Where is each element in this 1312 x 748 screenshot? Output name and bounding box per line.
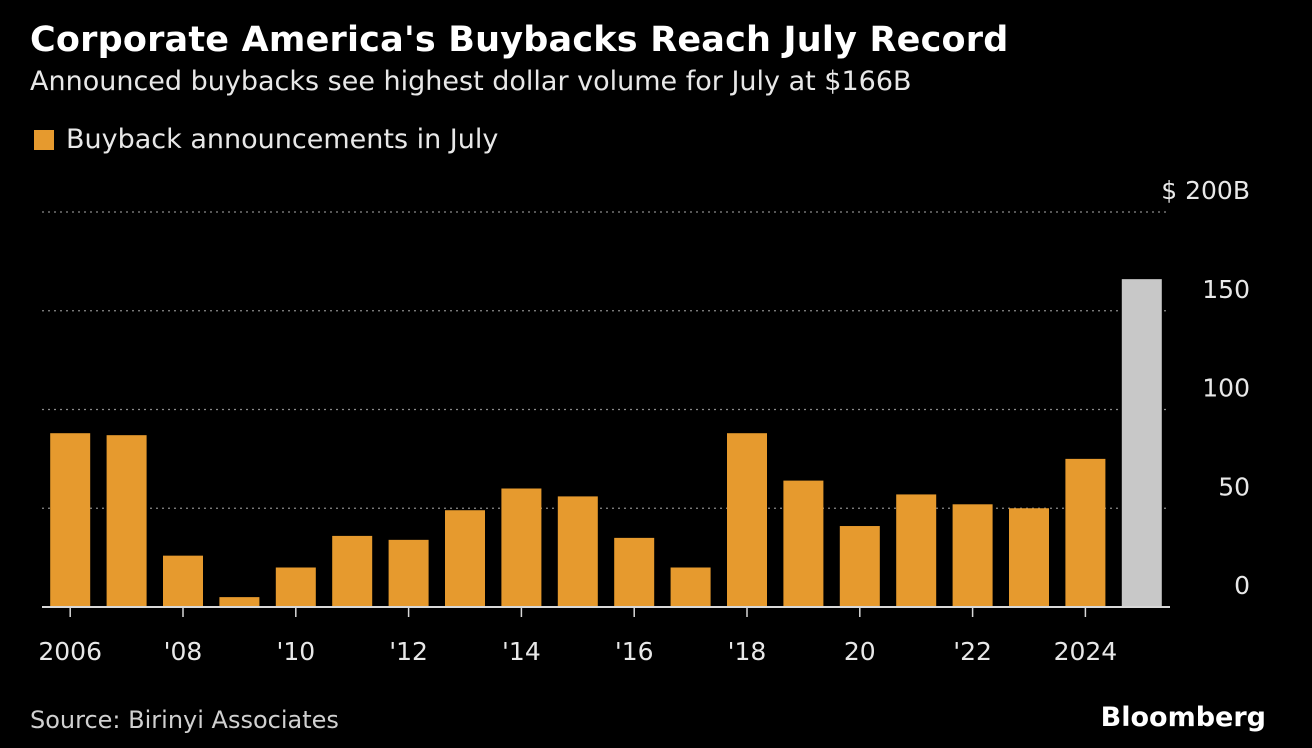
x-tick-label: '22 xyxy=(953,637,992,666)
y-tick-label: 100 xyxy=(1202,374,1250,403)
x-tick-label: '16 xyxy=(615,637,654,666)
x-tick-label: '18 xyxy=(728,637,767,666)
source-note: Source: Birinyi Associates xyxy=(30,706,339,734)
legend-swatch xyxy=(34,129,54,150)
y-tick-label: 0 xyxy=(1234,571,1250,600)
bar xyxy=(670,567,711,607)
chart-subtitle: Announced buybacks see highest dollar vo… xyxy=(30,66,912,97)
y-tick-label: 50 xyxy=(1218,472,1250,501)
x-tick-label: 20 xyxy=(844,637,876,666)
bar xyxy=(50,433,91,607)
bar xyxy=(1009,508,1049,607)
legend-label: Buyback announcements in July xyxy=(66,124,499,155)
bar xyxy=(1065,458,1106,607)
x-tick-label: '08 xyxy=(164,637,203,666)
bar xyxy=(388,539,429,607)
bar xyxy=(952,504,993,607)
x-tick-label: '12 xyxy=(389,637,428,666)
y-tick-label: 150 xyxy=(1202,275,1250,304)
bar xyxy=(163,555,203,607)
bar xyxy=(896,494,937,607)
chart-legend: Buyback announcements in July xyxy=(34,124,498,155)
chart-title: Corporate America's Buybacks Reach July … xyxy=(30,20,1009,60)
bloomberg-logo: Bloomberg xyxy=(1100,702,1266,733)
bar xyxy=(445,510,485,607)
x-tick-label: '10 xyxy=(276,637,315,666)
bar xyxy=(501,488,542,607)
x-tick-label: 2006 xyxy=(38,637,102,666)
bar xyxy=(727,433,767,607)
bar xyxy=(614,537,655,607)
bar xyxy=(332,535,373,607)
bar xyxy=(839,526,880,607)
bar xyxy=(557,496,598,607)
bar xyxy=(106,435,147,607)
bar xyxy=(783,480,824,607)
x-tick-label: 2024 xyxy=(1054,637,1118,666)
bar xyxy=(219,597,260,607)
y-tick-label: $ 200B xyxy=(1161,176,1250,205)
bar xyxy=(275,567,316,607)
bar xyxy=(1121,279,1162,607)
x-tick-label: '14 xyxy=(502,637,541,666)
